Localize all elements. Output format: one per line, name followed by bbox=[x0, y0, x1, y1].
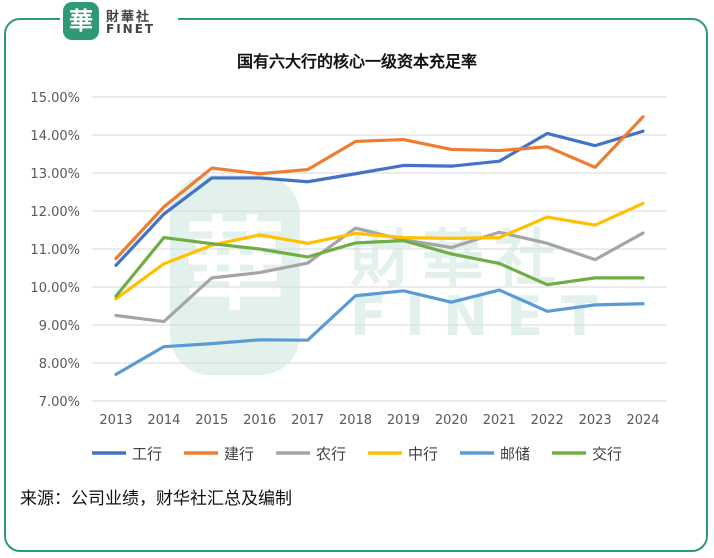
series-lines bbox=[114, 115, 645, 376]
x-tick-label: 2013 bbox=[99, 413, 132, 428]
x-tick-label: 2020 bbox=[435, 413, 468, 428]
legend-label: 工行 bbox=[132, 445, 162, 463]
chart-title: 国有六大行的核心一级资本充足率 bbox=[237, 52, 477, 71]
y-tick-label: 7.00% bbox=[39, 395, 80, 410]
x-tick-label: 2021 bbox=[483, 413, 516, 428]
legend-label: 农行 bbox=[316, 445, 346, 463]
x-tick-label: 2017 bbox=[291, 413, 324, 428]
y-tick-label: 12.00% bbox=[30, 205, 80, 220]
y-tick-label: 10.00% bbox=[30, 281, 80, 296]
series-line-工行 bbox=[114, 129, 645, 267]
series-line-交行 bbox=[114, 236, 645, 298]
x-tick-label: 2016 bbox=[243, 413, 276, 428]
x-tick-label: 2019 bbox=[387, 413, 420, 428]
y-tick-label: 8.00% bbox=[39, 357, 80, 372]
x-tick-label: 2022 bbox=[531, 413, 564, 428]
x-tick-label: 2014 bbox=[147, 413, 180, 428]
y-axis-ticks: 7.00% 8.00% 9.00% 10.00% 11.00% 12.00% 13.00% 1… bbox=[30, 91, 80, 410]
logo-name-cn: 財華社 bbox=[106, 10, 152, 25]
x-tick-label: 2015 bbox=[195, 413, 228, 428]
y-tick-label: 13.00% bbox=[30, 167, 80, 182]
grid bbox=[92, 96, 667, 402]
y-tick-label: 15.00% bbox=[30, 91, 80, 106]
logo-seal-icon: 華 bbox=[63, 2, 99, 40]
watermark-seal-char: 華 bbox=[185, 207, 285, 324]
legend-label: 中行 bbox=[408, 445, 438, 463]
x-tick-label: 2024 bbox=[626, 413, 659, 428]
logo-name-en: FINET bbox=[106, 22, 156, 36]
y-tick-label: 14.00% bbox=[30, 129, 80, 144]
series-line-建行 bbox=[114, 115, 645, 261]
y-tick-label: 9.00% bbox=[39, 319, 80, 334]
series-line-中行 bbox=[114, 201, 645, 301]
x-tick-label: 2018 bbox=[339, 413, 372, 428]
series-line-邮储 bbox=[114, 288, 645, 376]
y-tick-label: 11.00% bbox=[30, 243, 80, 258]
legend-label: 邮储 bbox=[500, 445, 530, 463]
x-tick-label: 2023 bbox=[579, 413, 612, 428]
x-axis-ticks: 2013 2014 2015 2016 2017 2018 2019 2020 2021 2022… bbox=[99, 413, 659, 428]
legend-label: 建行 bbox=[224, 445, 254, 463]
source-note: 来源：公司业绩，财华社汇总及编制 bbox=[20, 489, 292, 509]
legend-label: 交行 bbox=[592, 445, 622, 463]
chart-frame bbox=[4, 18, 708, 552]
finet-logo: 華 財華社 FINET bbox=[60, 0, 178, 44]
legend: 工行 建行 农行 中行 邮储 交行 bbox=[92, 445, 622, 463]
